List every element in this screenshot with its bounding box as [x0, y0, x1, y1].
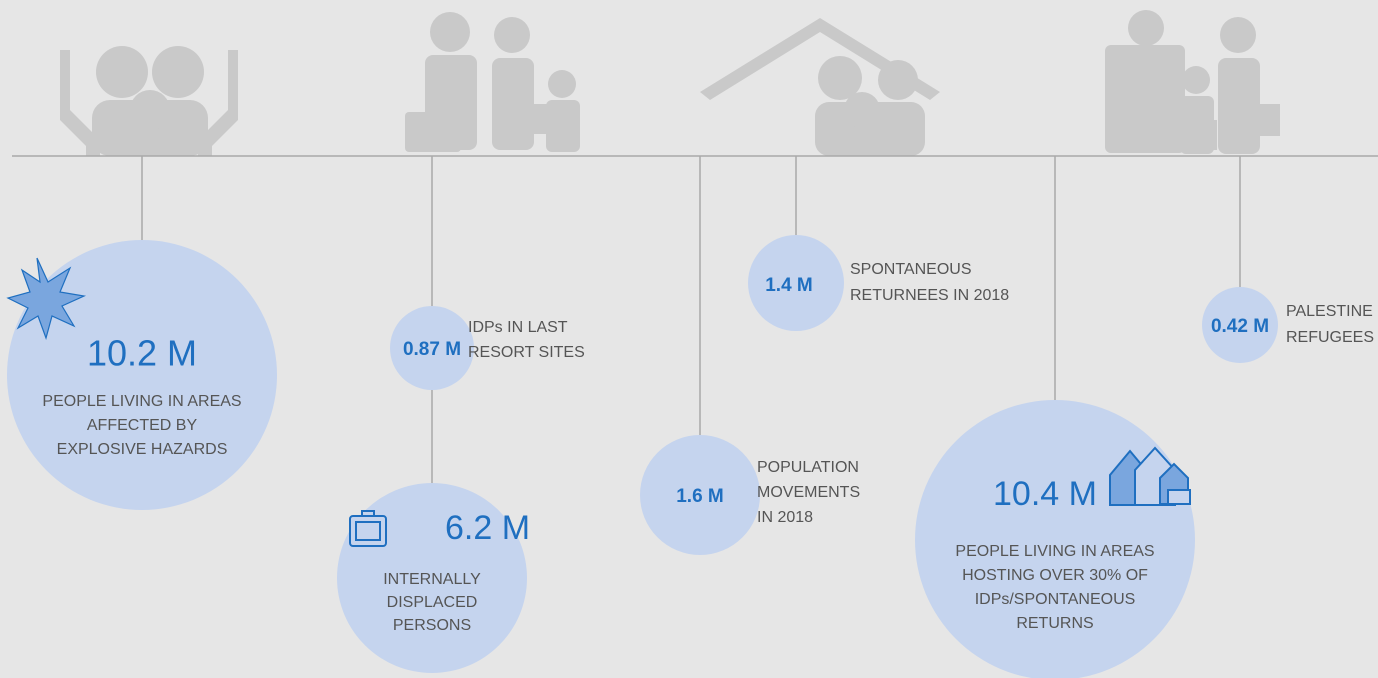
stat-value: 0.42 M — [1211, 316, 1269, 337]
stat-item: 1.6 M POPULATION MOVEMENTS IN 2018 — [640, 156, 860, 555]
stat-value: 10.2 M — [87, 333, 197, 374]
stat-value: 1.6 M — [676, 486, 724, 507]
stat-circle — [748, 235, 844, 331]
stat-item: 0.87 M IDPs IN LAST RESORT SITES — [390, 156, 585, 485]
stat-label: REFUGEES — [1286, 329, 1374, 346]
stat-circle — [1202, 287, 1278, 363]
stat-value: 1.4 M — [765, 275, 813, 296]
stat-label: MOVEMENTS — [757, 484, 860, 501]
stat-label: IN 2018 — [757, 509, 813, 526]
stat-label: DISPLACED — [387, 594, 478, 611]
stat-value: 10.4 M — [993, 475, 1097, 513]
stat-label: PERSONS — [393, 617, 471, 634]
briefcase-icon — [349, 510, 387, 547]
stat-label: PEOPLE LIVING IN AREAS — [955, 543, 1154, 560]
stat-circle — [390, 306, 474, 390]
stat-circle — [640, 435, 760, 555]
stat-item: 10.4 M PEOPLE LIVING IN AREAS HOSTING OVER… — [915, 156, 1195, 678]
stat-value: 0.87 M — [403, 339, 461, 360]
houses-icon — [1109, 446, 1191, 506]
stat-value: 6.2 M — [445, 509, 530, 547]
stat-label: PEOPLE LIVING IN AREAS — [42, 393, 241, 410]
items: 10.2 M PEOPLE LIVING IN AREAS AFFECTED BY E… — [7, 156, 1374, 678]
stat-label: INTERNALLY — [383, 571, 481, 588]
stat-label: PALESTINE — [1286, 303, 1373, 320]
stat-label: IDPs/SPONTANEOUS — [975, 591, 1136, 608]
stat-label: RESORT SITES — [468, 344, 585, 361]
stat-item: 10.2 M PEOPLE LIVING IN AREAS AFFECTED BY E… — [7, 156, 277, 510]
stat-label: IDPs IN LAST — [468, 319, 568, 336]
stat-label: AFFECTED BY — [87, 417, 198, 434]
stat-label: EXPLOSIVE HAZARDS — [57, 441, 228, 458]
stat-item: 0.42 M PALESTINE REFUGEES — [1202, 156, 1374, 363]
people-icons — [60, 10, 1280, 156]
stat-label: RETURNEES IN 2018 — [850, 287, 1009, 304]
stat-circle — [915, 400, 1195, 678]
stat-label: HOSTING OVER 30% OF — [962, 567, 1148, 584]
stat-circle — [7, 240, 277, 510]
stat-label: RETURNS — [1016, 615, 1093, 632]
explosion-icon — [6, 257, 87, 340]
stat-label: SPONTANEOUS — [850, 261, 972, 278]
stat-label: POPULATION — [757, 459, 859, 476]
stat-item: 1.4 M SPONTANEOUS RETURNEES IN 2018 — [748, 156, 1009, 331]
